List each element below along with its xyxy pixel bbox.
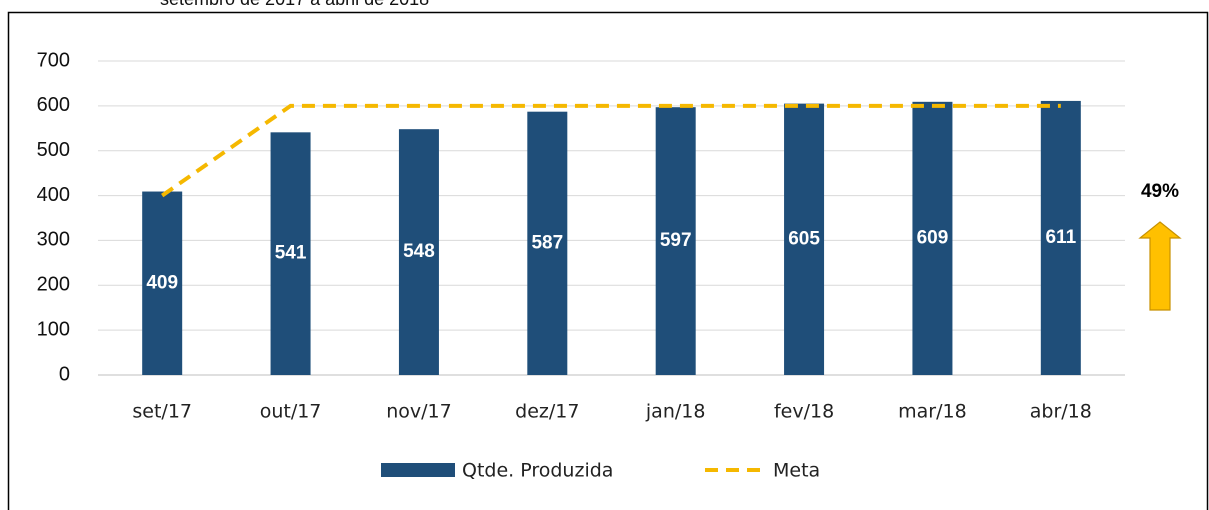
data-label: 541 <box>275 243 307 264</box>
legend-label: Meta <box>773 460 820 482</box>
x-tick-label: dez/17 <box>515 401 579 423</box>
bar <box>527 111 568 375</box>
data-label: 587 <box>531 232 563 253</box>
data-label: 548 <box>403 241 435 262</box>
y-tick-label: 0 <box>59 363 70 385</box>
data-label: 611 <box>1045 227 1076 248</box>
y-tick-label: 500 <box>37 139 70 161</box>
chart-subtitle: setembro de 2017 a abril de 2018 <box>160 0 429 9</box>
bar <box>142 191 183 375</box>
x-tick-label: jan/18 <box>645 401 706 423</box>
y-tick-label: 600 <box>37 94 70 116</box>
data-label: 409 <box>146 272 178 293</box>
bar <box>784 103 825 375</box>
data-label: 597 <box>660 230 692 251</box>
x-tick-label: out/17 <box>260 401 322 423</box>
data-label: 605 <box>788 228 820 249</box>
x-tick-label: fev/18 <box>774 401 834 423</box>
y-tick-label: 200 <box>37 274 70 296</box>
chart-frame <box>7 11 1209 510</box>
x-tick-label: nov/17 <box>386 401 452 423</box>
bar <box>398 129 439 375</box>
annotation: 49% <box>1141 181 1179 202</box>
y-tick-label: 300 <box>37 229 70 251</box>
bar <box>655 107 696 376</box>
y-tick-label: 400 <box>37 184 70 206</box>
bar <box>1040 100 1081 376</box>
y-tick-label: 700 <box>37 49 70 71</box>
data-label: 609 <box>917 227 949 248</box>
meta-line <box>161 103 1061 198</box>
x-tick-label: mar/18 <box>898 401 967 423</box>
bar <box>270 132 311 375</box>
legend-swatch <box>381 463 455 477</box>
up-arrow <box>1138 221 1182 311</box>
x-tick-label: set/17 <box>132 401 192 423</box>
x-tick-label: abr/18 <box>1030 401 1092 423</box>
y-tick-label: 100 <box>37 318 70 340</box>
legend-label: Qtde. Produzida <box>462 460 613 482</box>
bar <box>912 101 953 375</box>
